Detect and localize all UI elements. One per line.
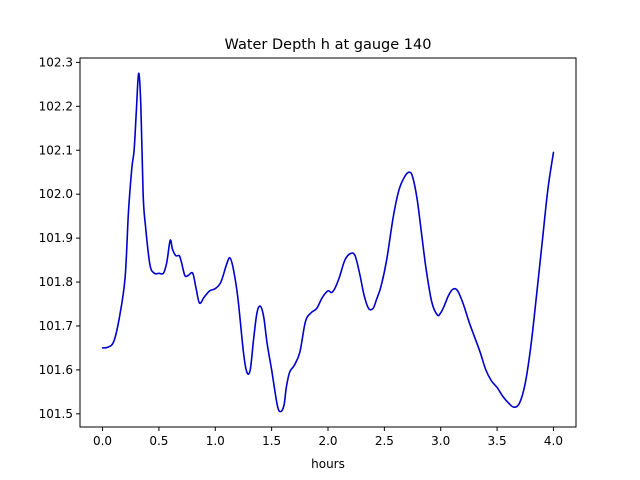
x-tick-label: 3.0 xyxy=(431,434,450,448)
y-axis-ticks: 101.5 101.6 101.7 101.8 101.9 102.0 102.1 102.2… xyxy=(39,55,80,421)
x-axis-ticks: 0.0 0.5 1.0 1.5 2.0 2.5 3.0 3.5 4.0 xyxy=(93,427,563,448)
series-line-0 xyxy=(101,72,555,413)
y-tick-label: 102.0 xyxy=(39,187,73,201)
y-tick-label: 101.5 xyxy=(39,407,73,421)
x-tick-label: 3.5 xyxy=(488,434,507,448)
y-tick-label: 101.8 xyxy=(39,275,73,289)
y-tick-label: 102.1 xyxy=(39,143,73,157)
y-tick-label: 101.9 xyxy=(39,231,73,245)
y-tick-label: 101.6 xyxy=(39,363,73,377)
x-tick-label: 0.5 xyxy=(149,434,168,448)
chart-title: Water Depth h at gauge 140 xyxy=(225,37,432,53)
y-tick-label: 102.3 xyxy=(39,55,73,69)
x-tick-label: 2.0 xyxy=(318,434,337,448)
x-tick-label: 1.0 xyxy=(206,434,225,448)
x-tick-label: 2.5 xyxy=(375,434,394,448)
plot-area xyxy=(101,72,555,413)
x-tick-label: 4.0 xyxy=(544,434,563,448)
x-axis-label: hours xyxy=(311,457,345,471)
y-tick-label: 102.2 xyxy=(39,99,73,113)
x-tick-label: 0.0 xyxy=(93,434,112,448)
x-tick-label: 1.5 xyxy=(262,434,281,448)
y-tick-label: 101.7 xyxy=(39,319,73,333)
